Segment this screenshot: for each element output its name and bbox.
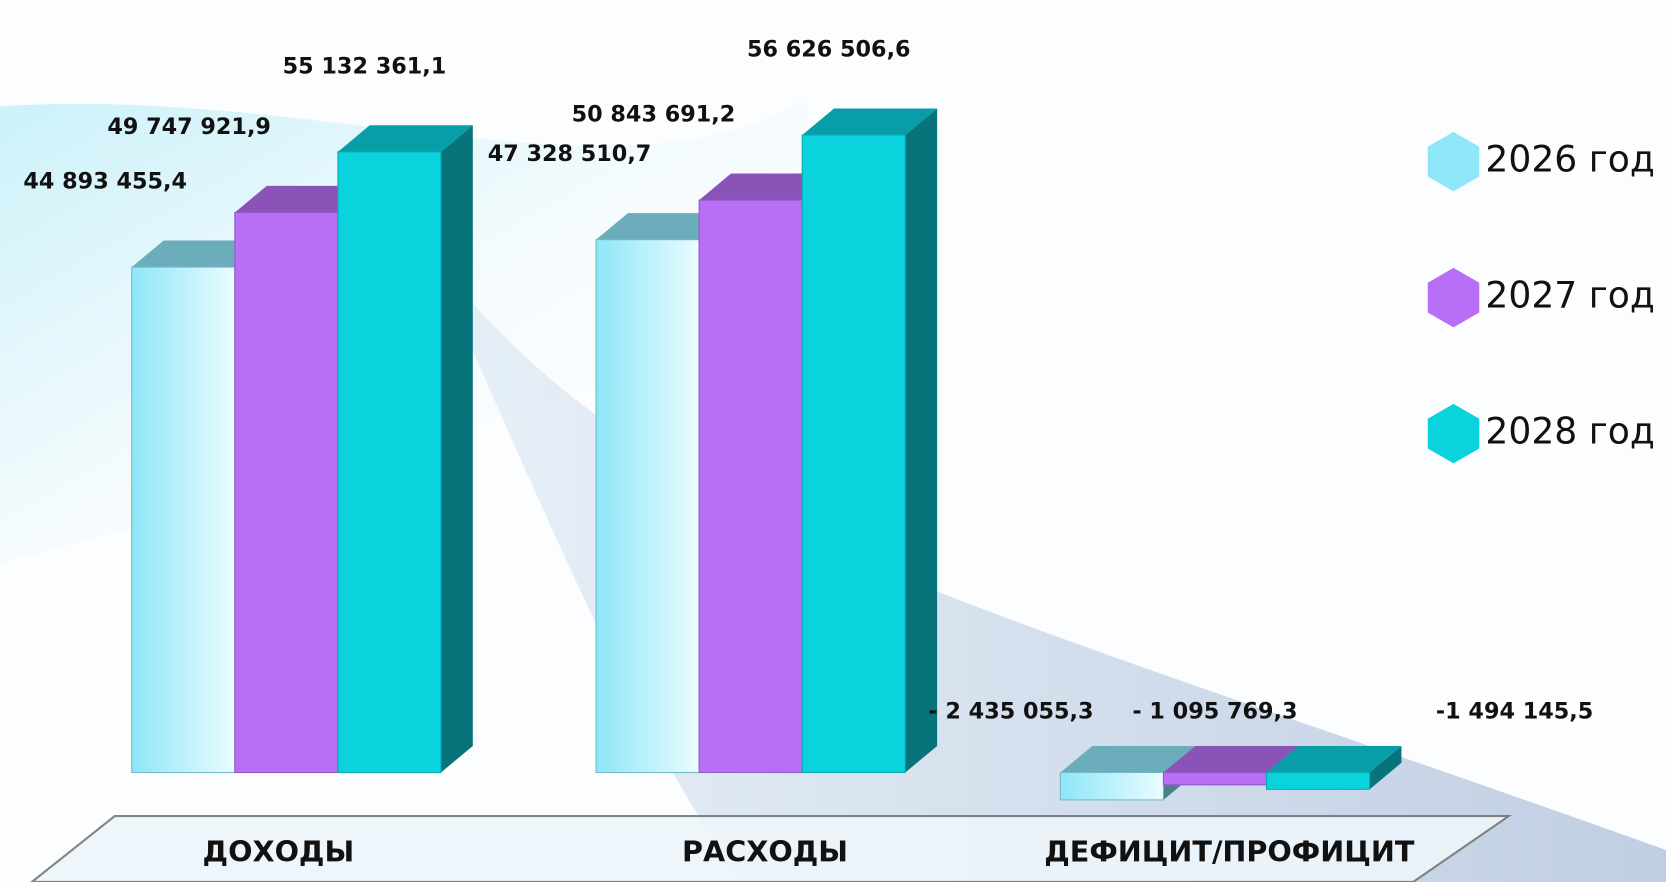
bar-top <box>802 108 938 135</box>
bar-top <box>1060 745 1196 773</box>
bar-side <box>1369 745 1402 790</box>
bar <box>801 134 906 774</box>
value-label: 55 132 361,1 <box>283 53 447 79</box>
bar-top <box>337 125 473 152</box>
bar <box>1059 771 1164 801</box>
value-label: 49 747 921,9 <box>107 114 271 140</box>
bar <box>698 199 803 774</box>
category-label: ДОХОДЫ <box>203 834 355 868</box>
legend-label: 2028 год <box>1485 410 1654 453</box>
bar <box>131 266 236 774</box>
value-label: - 1 095 769,3 <box>1132 698 1297 724</box>
bar-top <box>234 185 370 213</box>
bar-top <box>1163 745 1299 773</box>
value-label: 56 626 506,6 <box>747 37 911 63</box>
legend-label: 2026 год <box>1485 138 1654 181</box>
bar <box>1265 771 1371 790</box>
bar-top <box>699 173 835 201</box>
value-label: - 2 435 055,3 <box>928 698 1093 724</box>
value-label: 47 328 510,7 <box>488 141 652 167</box>
bar-top <box>131 240 267 268</box>
value-label: -1 494 145,5 <box>1436 698 1593 724</box>
bar <box>595 239 700 774</box>
legend-swatch <box>1427 267 1480 328</box>
value-label: 50 843 691,2 <box>572 102 736 128</box>
legend-swatch <box>1427 131 1480 192</box>
value-label: 44 893 455,4 <box>23 169 187 195</box>
bar-top <box>1266 745 1402 773</box>
bar <box>234 211 339 774</box>
category-label: РАСХОДЫ <box>682 834 848 868</box>
bar <box>337 151 442 774</box>
category-label: ДЕФИЦИТ/ПРОФИЦИТ <box>1044 834 1415 868</box>
legend-swatch <box>1427 403 1480 464</box>
bar <box>1162 771 1268 786</box>
legend-label: 2027 год <box>1485 274 1654 317</box>
bar-side <box>440 125 473 773</box>
bar-side <box>905 108 938 773</box>
bar-top <box>596 213 731 240</box>
